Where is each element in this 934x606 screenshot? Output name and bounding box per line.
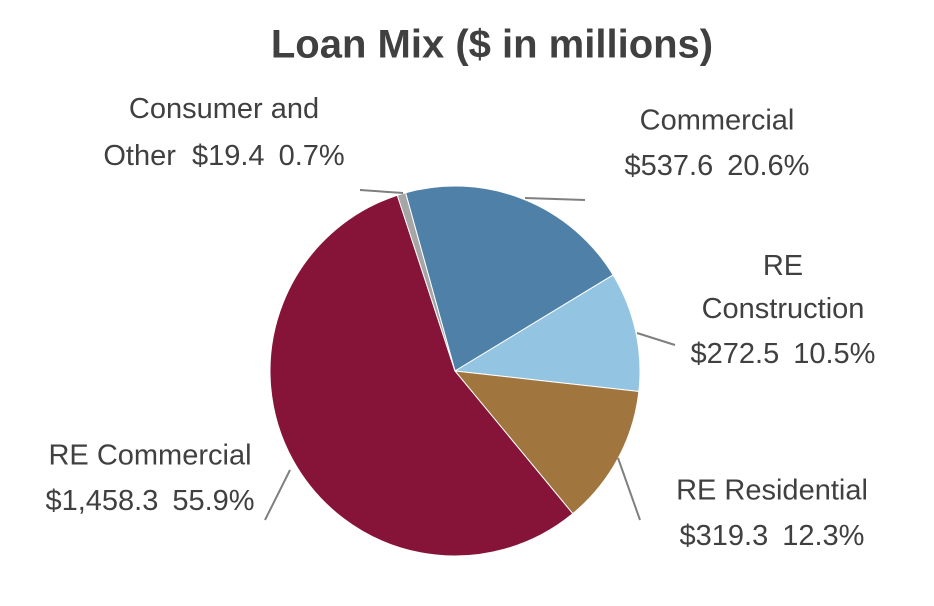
- slice-label: RE Residential: [676, 475, 868, 507]
- chart-title: Loan Mix ($ in millions): [271, 23, 713, 67]
- leader-line: [264, 469, 291, 521]
- pie-slice: [269, 194, 574, 557]
- value-label: $272.5: [691, 338, 780, 370]
- slice-value: $537.6 20.6%: [625, 150, 810, 182]
- percent-label: 0.7%: [279, 140, 345, 172]
- pie-slice: [404, 185, 614, 372]
- leader-line: [359, 189, 404, 194]
- pie-slice: [453, 274, 641, 393]
- value-label: $537.6: [625, 150, 714, 182]
- percent-label: 12.3%: [782, 520, 864, 552]
- slice-value: $1,458.3 55.9%: [45, 485, 254, 517]
- percent-label: 10.5%: [793, 338, 875, 370]
- leader-line: [617, 457, 641, 521]
- leader-line: [636, 332, 676, 346]
- value-label: $19.4: [192, 140, 265, 172]
- value-label: $1,458.3: [45, 485, 158, 517]
- value-label: $319.3: [680, 520, 769, 552]
- leader-line: [524, 197, 586, 201]
- percent-label: 55.9%: [172, 485, 254, 517]
- pie-slice: [396, 192, 456, 372]
- slice-value: $272.5 10.5%: [691, 338, 876, 370]
- slice-label: RE Construction: [702, 250, 865, 325]
- slice-value: Other $19.4 0.7%: [103, 140, 344, 172]
- slice-label: Consumer and: [129, 93, 319, 125]
- slice-label: RE Commercial: [48, 440, 251, 472]
- slice-label: Commercial: [640, 105, 795, 137]
- slice-value: $319.3 12.3%: [680, 520, 865, 552]
- percent-label: 20.6%: [727, 150, 809, 182]
